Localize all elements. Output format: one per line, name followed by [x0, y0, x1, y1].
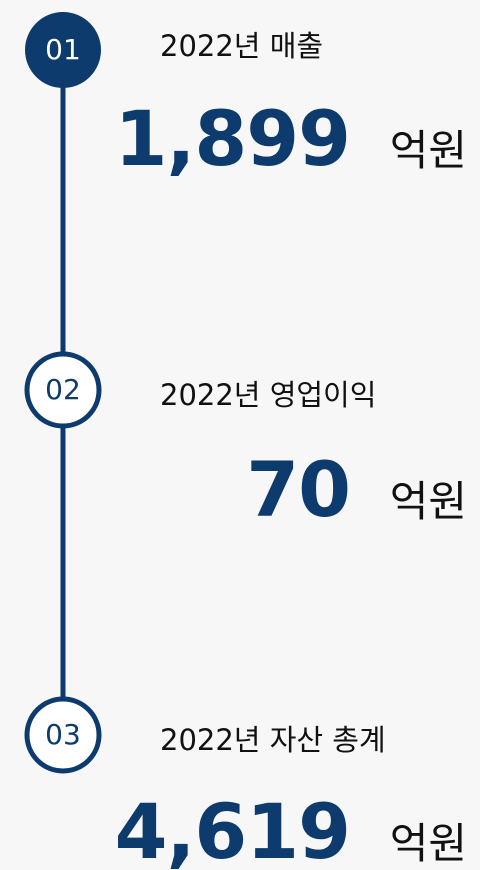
item-value: 70 — [246, 445, 350, 534]
item-title: 2022년 매출 — [160, 29, 323, 63]
step-number: 02 — [45, 373, 81, 406]
step-circle — [25, 12, 101, 88]
step-circle — [24, 696, 102, 774]
item-unit: 억원 — [390, 477, 467, 526]
item-unit: 억원 — [390, 126, 467, 175]
item-value: 4,619 — [115, 787, 350, 870]
item-value: 1,899 — [115, 94, 350, 183]
step-number: 03 — [45, 718, 81, 751]
item-title: 2022년 영업이익 — [160, 378, 376, 412]
step-number: 01 — [45, 33, 81, 66]
item-unit: 억원 — [390, 819, 467, 868]
step-circle — [24, 351, 102, 429]
item-title: 2022년 자산 총계 — [160, 723, 386, 757]
